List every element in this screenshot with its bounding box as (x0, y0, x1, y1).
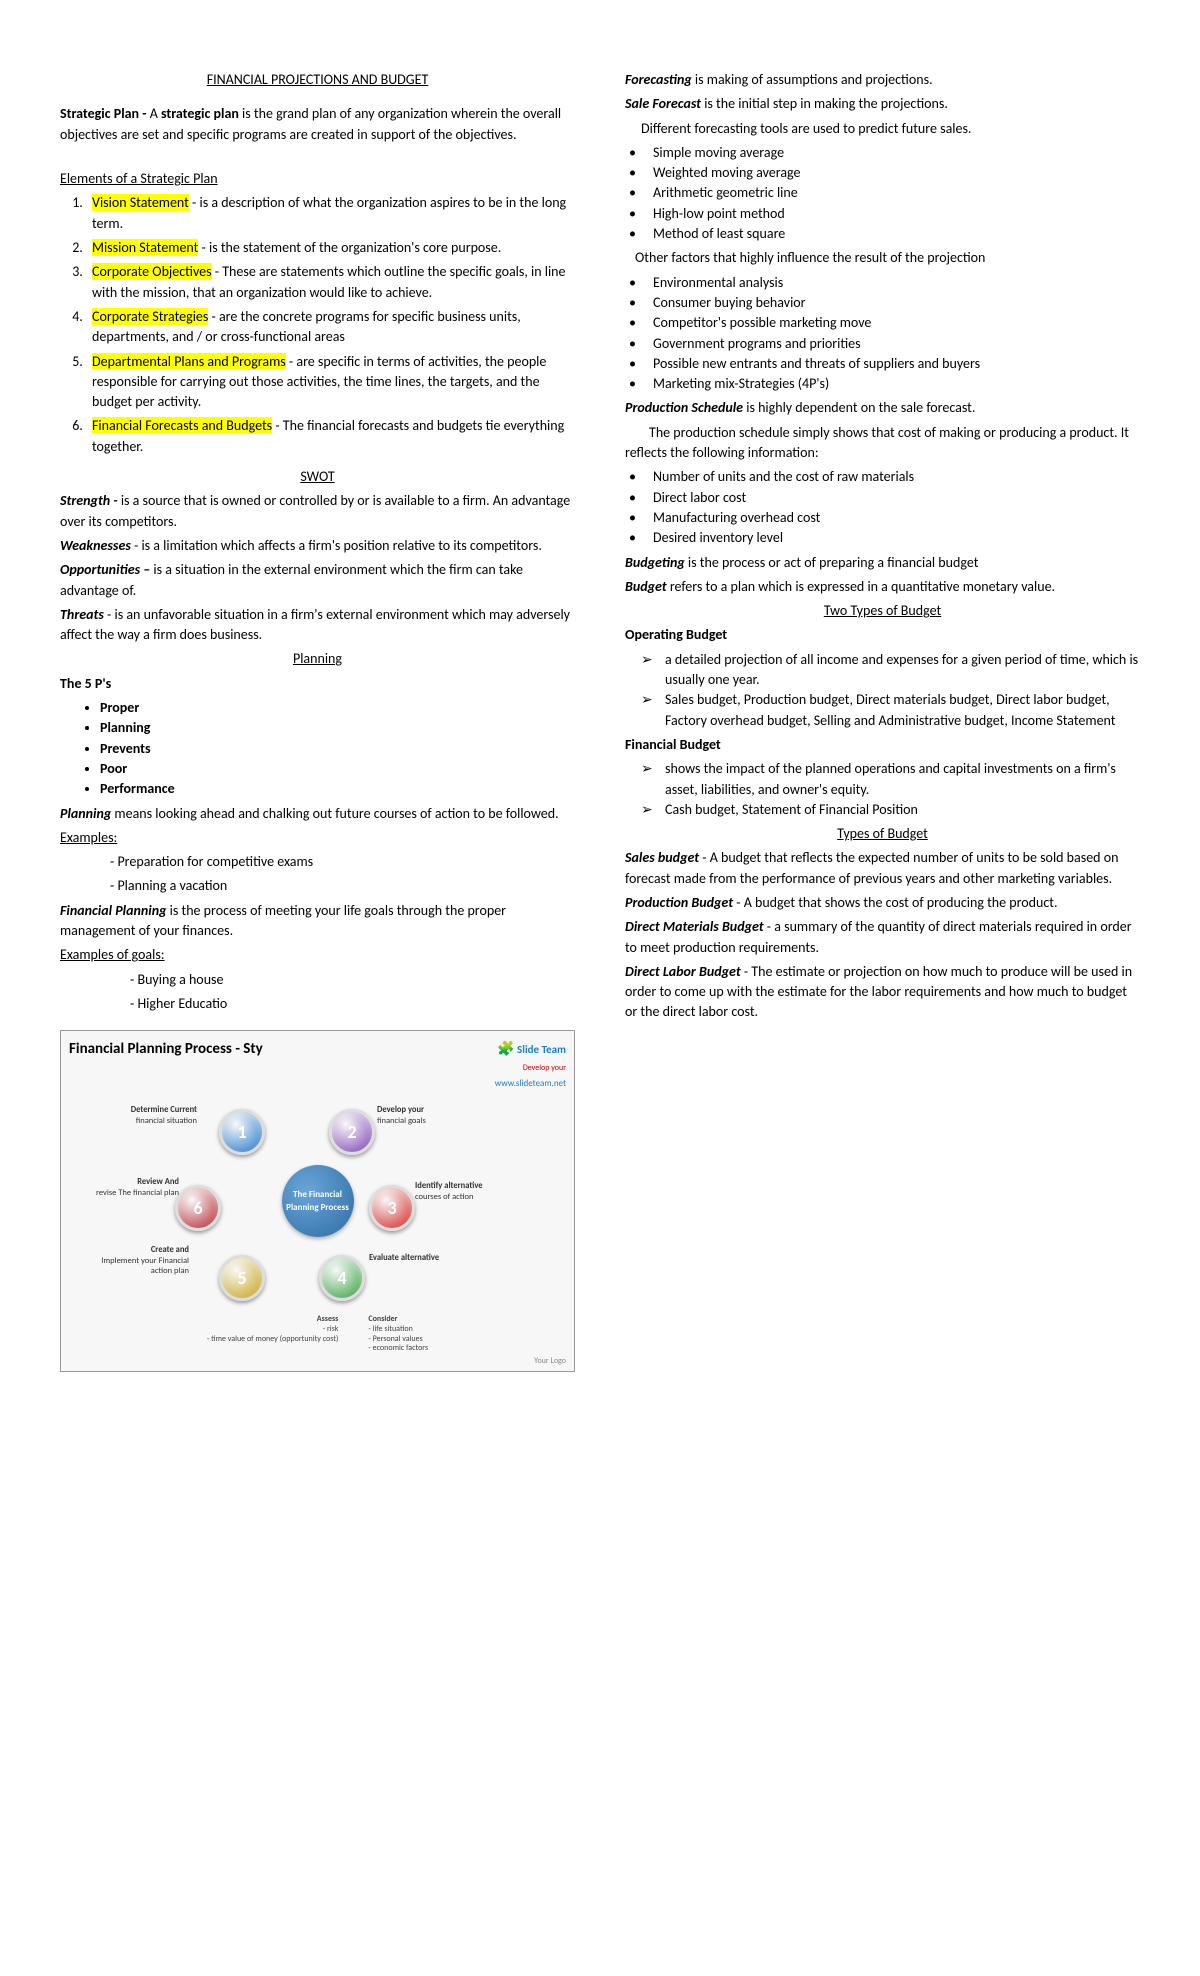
financial-planning-def: Financial Planning is the process of mee… (60, 901, 575, 942)
forecasting-def: Forecasting is making of assumptions and… (625, 70, 1140, 90)
financial-list: shows the impact of the planned operatio… (625, 759, 1140, 820)
swot-weaknesses: Weaknesses - is a limitation which affec… (60, 536, 575, 556)
fpp-node: 1 (219, 1109, 265, 1155)
fpp-node-label: Review Andrevise The financial plan (69, 1177, 179, 1197)
dm-budget-def: Direct Materials Budget - a summary of t… (625, 917, 1140, 958)
fpp-node-label: Evaluate alternative (369, 1253, 479, 1263)
goals-heading: Examples of goals: (60, 946, 165, 963)
other-factors-list: Environmental analysis Consumer buying b… (625, 273, 1140, 395)
prod-info-list: Number of units and the cost of raw mate… (625, 467, 1140, 548)
goal-item: - Higher Educatio (60, 994, 575, 1014)
page-title: FINANCIAL PROJECTIONS AND BUDGET (60, 70, 575, 90)
swot-strength: Strength - is a source that is owned or … (60, 491, 575, 532)
left-column: FINANCIAL PROJECTIONS AND BUDGET Strateg… (60, 70, 575, 1372)
forecast-tools-list: Simple moving average Weighted moving av… (625, 143, 1140, 244)
prod-schedule-desc: The production schedule simply shows tha… (625, 423, 1140, 464)
planning-def: Planning means looking ahead and chalkin… (60, 804, 575, 824)
fpp-node-label: Create andImplement your Financial actio… (79, 1245, 189, 1276)
types-heading: Types of Budget (837, 825, 928, 842)
forecast-tools-intro: Different forecasting tools are used to … (625, 119, 1140, 139)
slide-brand: 🧩 Slide Team Develop your www.slideteam.… (495, 1039, 566, 1091)
sales-budget-def: Sales budget - A budget that reflects th… (625, 848, 1140, 889)
production-budget-def: Production Budget - A budget that shows … (625, 893, 1140, 913)
element-term: Departmental Plans and Programs (92, 353, 286, 370)
example-item: - Preparation for competitive exams (60, 852, 575, 872)
fpp-node: 3 (369, 1185, 415, 1231)
fpp-logo: Your Logo (69, 1356, 566, 1368)
strategic-plan-def: Strategic Plan - A strategic plan is the… (60, 104, 575, 145)
budgeting-def: Budgeting is the process or act of prepa… (625, 553, 1140, 573)
prod-schedule-def: Production Schedule is highly dependent … (625, 398, 1140, 418)
element-term: Corporate Strategies (92, 308, 208, 325)
operating-heading: Operating Budget (625, 626, 727, 643)
element-term: Vision Statement (92, 194, 189, 211)
fpp-node-label: Develop yourfinancial goals (377, 1105, 487, 1125)
fpp-node: 5 (219, 1255, 265, 1301)
swot-threats: Threats - is an unfavorable situation in… (60, 605, 575, 646)
sale-forecast-def: Sale Forecast is the initial step in mak… (625, 94, 1140, 114)
fpp-node-label: Determine Currentfinancial situation (87, 1105, 197, 1125)
element-term: Mission Statement (92, 239, 198, 256)
fpp-diagram: Financial Planning Process - Sty 🧩 Slide… (60, 1030, 575, 1372)
element-term: Financial Forecasts and Budgets (92, 417, 272, 434)
other-factors-intro: Other factors that highly influence the … (625, 248, 1140, 268)
example-item: - Planning a vacation (60, 876, 575, 896)
dl-budget-def: Direct Labor Budget - The estimate or pr… (625, 962, 1140, 1023)
fpp-node-label: Identify alternativecourses of action (415, 1181, 525, 1201)
financial-heading: Financial Budget (625, 736, 721, 753)
fiveps-list: Proper Planning Prevents Poor Performanc… (60, 698, 575, 799)
budget-def: Budget refers to a plan which is express… (625, 577, 1140, 597)
goal-item: - Buying a house (60, 970, 575, 990)
fpp-title: Financial Planning Process (69, 1040, 232, 1058)
planning-heading: Planning (293, 650, 342, 667)
fpp-node: 4 (319, 1255, 365, 1301)
swot-opportunities: Opportunities – is a situation in the ex… (60, 560, 575, 601)
fpp-node: 6 (175, 1185, 221, 1231)
right-column: Forecasting is making of assumptions and… (625, 70, 1140, 1372)
fpp-node: 2 (329, 1109, 375, 1155)
examples-heading: Examples: (60, 829, 117, 846)
two-types-heading: Two Types of Budget (824, 602, 941, 619)
element-term: Corporate Objectives (92, 263, 212, 280)
elements-heading: Elements of a Strategic Plan (60, 170, 218, 187)
elements-list: Vision Statement - is a description of w… (60, 193, 575, 457)
fiveps-heading: The 5 P's (60, 675, 111, 692)
swot-heading: SWOT (300, 468, 334, 485)
fpp-center: The Financial Planning Process (282, 1165, 354, 1237)
operating-list: a detailed projection of all income and … (625, 650, 1140, 731)
